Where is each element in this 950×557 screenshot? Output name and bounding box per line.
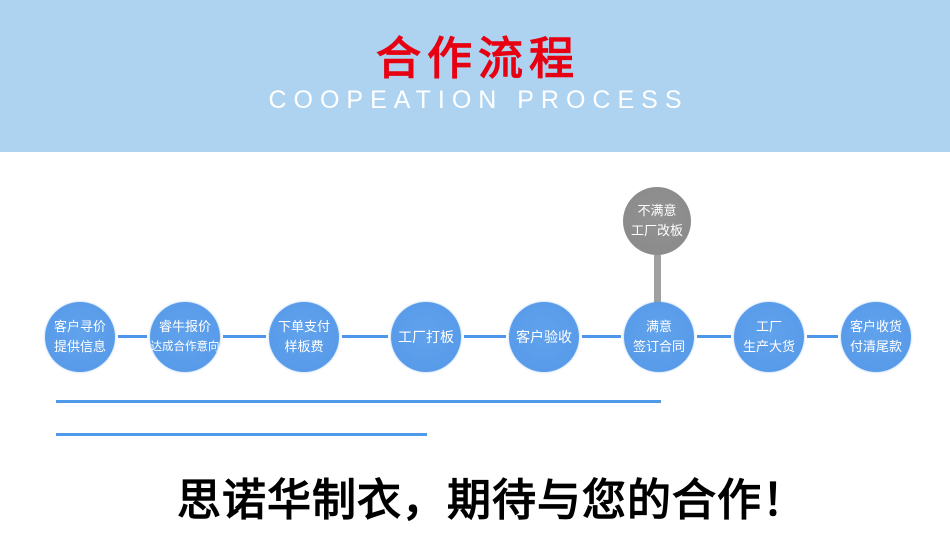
flow-step-label: 样板费: [284, 339, 324, 354]
flow-step-label: 睿牛报价: [158, 319, 211, 334]
flow-step-label: 客户寻价: [53, 319, 106, 334]
connector-line: [697, 335, 731, 338]
footer-headline: 思诺华制衣，期待与您的合作！: [177, 475, 807, 526]
flow-step-7: 工厂 生产大货: [734, 302, 804, 372]
connector-line: [582, 335, 621, 338]
flow-step-label: 签订合同: [632, 339, 685, 354]
connector-line: [464, 335, 506, 338]
flow-step-8: 客户收货 付清尾款: [841, 302, 911, 372]
flow-step-label: 客户验收: [516, 329, 572, 345]
connector-line: [342, 335, 388, 338]
flow-step-label: 付清尾款: [849, 339, 902, 354]
flow-step-label: 达成合作意向: [150, 341, 220, 353]
flow-step-label: 工厂打板: [398, 329, 454, 345]
flow-alt-node-label: 工厂改板: [630, 223, 683, 238]
connector-line: [118, 335, 147, 338]
flow-step-label: 提供信息: [53, 339, 106, 354]
flow-step-1: 客户寻价 提供信息: [45, 302, 115, 372]
flow-step-6: 满意 签订合同: [624, 302, 694, 372]
connector-line: [807, 335, 838, 338]
flow-alt-node-label: 不满意: [637, 203, 677, 218]
header-banner: 合作流程 COOPEATION PROCESS: [0, 0, 950, 152]
flow-step-label: 下单支付: [277, 319, 330, 334]
flow-step-5: 客户验收: [509, 302, 579, 372]
underline-bar-2: [56, 433, 427, 436]
flow-step-label: 满意: [645, 319, 672, 334]
flow-alt-node: 不满意 工厂改板: [623, 187, 691, 255]
page-subtitle: COOPEATION PROCESS: [268, 86, 689, 114]
flow-step-label: 生产大货: [742, 339, 795, 354]
connector-line: [223, 335, 266, 338]
flow-step-label: 工厂: [755, 319, 782, 334]
flow-step-label: 客户收货: [849, 319, 902, 334]
flow-step-2: 睿牛报价 达成合作意向: [150, 302, 220, 372]
alt-branch-connector: [654, 255, 661, 303]
page-title: 合作流程: [375, 33, 580, 84]
flow-step-3: 下单支付 样板费: [269, 302, 339, 372]
flow-step-4: 工厂打板: [391, 302, 461, 372]
underline-bar-1: [56, 400, 661, 403]
